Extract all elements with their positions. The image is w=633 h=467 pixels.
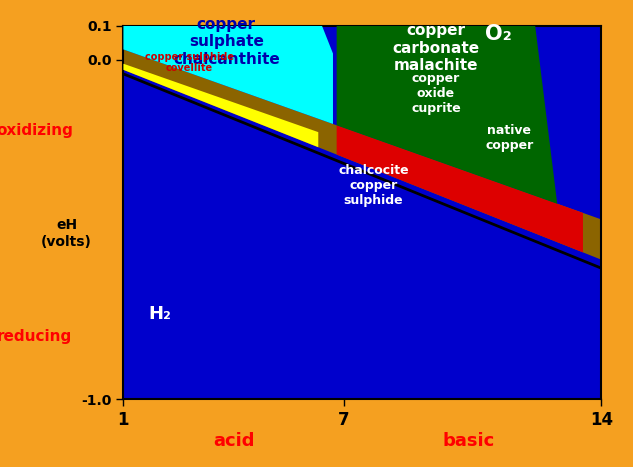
Text: H₂: H₂ [149,305,172,323]
Polygon shape [123,64,318,147]
Text: native
copper: native copper [486,124,534,152]
Polygon shape [123,50,601,260]
Text: copper
carbonate
malachite: copper carbonate malachite [392,23,479,73]
Text: copper
sulphate
chalcanthite: copper sulphate chalcanthite [173,17,280,67]
Text: oxidizing: oxidizing [0,123,73,138]
Text: copper sulphide
covellite: copper sulphide covellite [145,51,234,73]
Text: acid: acid [213,432,255,450]
Polygon shape [337,26,557,204]
Text: basic: basic [442,432,494,450]
Text: chalcocite
copper
sulphide: chalcocite copper sulphide [338,164,409,207]
Text: eH
(volts): eH (volts) [41,219,92,248]
Text: O₂: O₂ [485,24,512,44]
Polygon shape [123,26,333,124]
Polygon shape [337,54,583,252]
Text: copper
oxide
cuprite: copper oxide cuprite [411,72,461,115]
Text: reducing: reducing [0,329,72,344]
